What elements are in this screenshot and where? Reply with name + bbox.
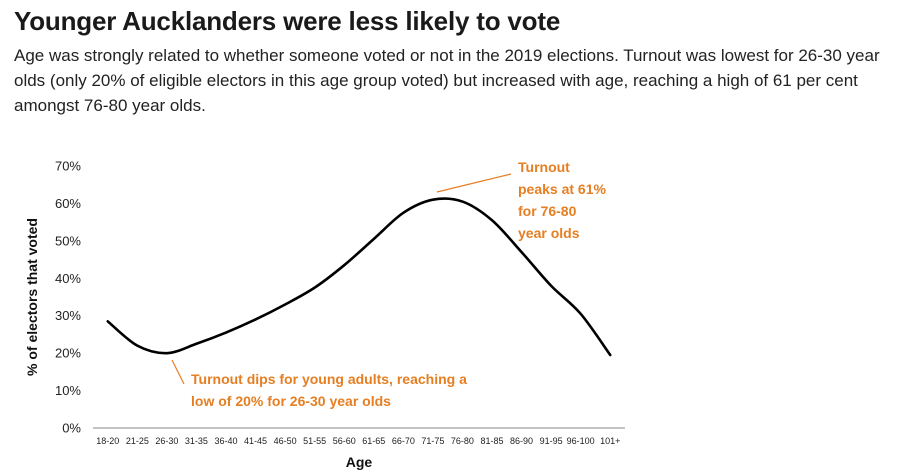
data-point [224, 330, 229, 335]
data-point [490, 218, 495, 223]
data-point [608, 353, 613, 358]
x-tick-label: 46-50 [274, 436, 297, 446]
data-point [312, 285, 317, 290]
x-tick-label: 61-65 [362, 436, 385, 446]
y-axis-ticks: 0% 10% 20% 30% 40% 50% 60% 70% [55, 159, 81, 436]
chart-title: Younger Aucklanders were less likely to … [14, 6, 561, 36]
data-point [519, 250, 524, 255]
chart-subtitle: Age was strongly related to whether some… [14, 46, 880, 115]
y-tick-label: 60% [55, 196, 81, 211]
turnout-series-line [106, 197, 612, 357]
annotation-text-peak: peaks at 61% [518, 181, 606, 197]
y-tick-label: 0% [62, 421, 81, 436]
data-point [253, 317, 258, 322]
data-point [460, 199, 465, 204]
x-tick-label: 81-85 [480, 436, 503, 446]
x-tick-label: 21-25 [126, 436, 149, 446]
x-tick-label: 51-55 [303, 436, 326, 446]
x-tick-label: 56-60 [333, 436, 356, 446]
y-tick-label: 30% [55, 308, 81, 323]
x-tick-label: 36-40 [214, 436, 237, 446]
data-point [549, 283, 554, 288]
y-tick-label: 10% [55, 383, 81, 398]
x-tick-label: 18-20 [96, 436, 119, 446]
x-tick-label: 91-95 [540, 436, 563, 446]
y-tick-label: 40% [55, 271, 81, 286]
x-axis-label: Age [346, 454, 373, 470]
data-point [283, 302, 288, 307]
x-tick-label: 66-70 [392, 436, 415, 446]
annotation-text-peak: Turnout [518, 159, 570, 175]
data-point [578, 311, 583, 316]
x-tick-label: 31-35 [185, 436, 208, 446]
y-axis-label: % of electors that voted [24, 218, 40, 376]
data-point [430, 197, 435, 202]
annotation-leader-line [436, 173, 512, 193]
x-tick-label: 26-30 [155, 436, 178, 446]
annotation-text-peak: for 76-80 [518, 203, 577, 219]
annotation-text-dip: low of 20% for 26-30 year olds [191, 393, 391, 409]
data-point [342, 263, 347, 268]
y-tick-label: 70% [55, 159, 81, 174]
annotation-leader-line [171, 359, 185, 385]
data-points [105, 197, 612, 357]
y-tick-label: 20% [55, 346, 81, 361]
data-point [194, 341, 199, 346]
x-tick-label: 101+ [600, 436, 620, 446]
data-point [164, 351, 169, 356]
data-point [135, 343, 140, 348]
x-tick-label: 96-100 [567, 436, 595, 446]
data-point [371, 236, 376, 241]
x-axis-ticks: 18-20 21-25 26-30 31-35 36-40 41-45 46-50 51-55… [96, 436, 620, 446]
annotation-text-peak: year olds [518, 225, 580, 241]
x-tick-label: 76-80 [451, 436, 474, 446]
data-point [401, 210, 406, 215]
data-point [105, 319, 110, 324]
x-tick-label: 41-45 [244, 436, 267, 446]
x-tick-label: 71-75 [421, 436, 444, 446]
annotation-text-dip: Turnout dips for young adults, reaching … [191, 371, 467, 387]
x-tick-label: 86-90 [510, 436, 533, 446]
annotations: Turnout peaks at 61% for 76-80 year olds Tur… [171, 159, 606, 409]
y-tick-label: 50% [55, 233, 81, 248]
